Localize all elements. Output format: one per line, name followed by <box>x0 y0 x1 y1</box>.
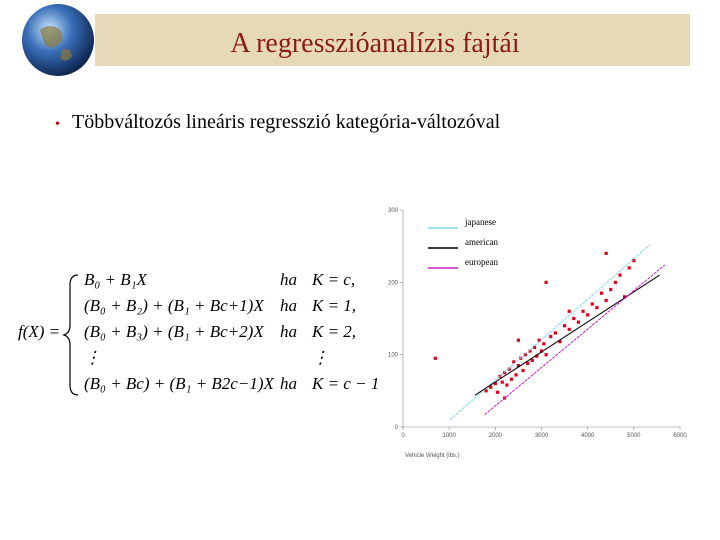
globe-land <box>40 26 72 61</box>
point <box>516 363 521 368</box>
x-tick-label: 2000 <box>489 433 503 439</box>
point <box>496 390 500 394</box>
point <box>532 345 537 350</box>
formula-case: K = c − 1 <box>311 374 379 393</box>
formula-case: K = c, <box>311 270 355 289</box>
regression-line <box>474 274 660 396</box>
formula: f(X) = B₀ + B₁X ha K = c, (B₀ + B₂) + (B₁ +… <box>18 270 379 396</box>
point <box>514 373 518 377</box>
x-tick-label: 1000 <box>442 433 456 439</box>
point <box>521 368 525 373</box>
point <box>509 377 514 381</box>
point <box>523 353 527 357</box>
point <box>489 385 493 389</box>
legend-label: european <box>465 257 498 267</box>
bullet-mark: • <box>55 117 60 132</box>
x-tick-label: 6000 <box>673 433 687 439</box>
bullet-text: Többváltozós lineáris regresszió kategór… <box>72 111 501 133</box>
x-axis-label: Vehicle Weight (lbs.) <box>405 453 460 459</box>
point <box>604 298 608 303</box>
point <box>576 320 581 324</box>
brace <box>62 274 79 396</box>
point <box>512 360 516 364</box>
point <box>516 338 521 342</box>
point <box>537 338 541 342</box>
formula-case: ⋮ <box>312 348 329 367</box>
point <box>627 266 631 270</box>
point <box>562 324 567 328</box>
point <box>599 291 604 295</box>
y-tick-label: 100 <box>388 353 399 359</box>
point <box>484 389 488 393</box>
title: A regresszióanalízis fajtái <box>230 28 519 59</box>
point <box>613 280 617 284</box>
x-tick-label: 0 <box>401 433 405 439</box>
point <box>595 306 599 310</box>
formula-expr: (B₀ + B₂) + (B₁ + Bc+1)X <box>84 296 264 315</box>
regression-line <box>484 264 666 416</box>
x-tick-label: 3000 <box>535 433 549 439</box>
y-tick-label: 300 <box>388 208 399 214</box>
point <box>581 309 585 313</box>
x-tick-label: 5000 <box>627 433 641 439</box>
point <box>590 302 594 306</box>
formula-cond: ha <box>280 374 297 393</box>
point <box>632 259 636 263</box>
point <box>544 353 548 357</box>
point <box>567 309 571 313</box>
y-tick-label: 0 <box>395 425 399 431</box>
point <box>609 287 613 292</box>
point <box>505 383 509 387</box>
point <box>433 356 437 360</box>
legend-label: american <box>465 237 498 247</box>
formula-expr: B₀ + B₁X <box>84 270 148 289</box>
point <box>553 331 557 335</box>
point <box>618 273 622 277</box>
y-tick-label: 200 <box>388 280 399 286</box>
formula-cond: ha <box>280 296 297 315</box>
point <box>558 340 562 344</box>
point <box>539 349 544 353</box>
formula-case: K = 1, <box>311 296 356 315</box>
point <box>544 280 548 284</box>
formula-expr: (B₀ + B₃) + (B₁ + Bc+2)X <box>84 322 264 341</box>
point <box>500 380 504 384</box>
point <box>493 382 497 386</box>
point <box>549 334 553 339</box>
point <box>567 327 571 331</box>
regression-line <box>449 244 651 421</box>
point <box>526 361 530 365</box>
point <box>604 251 608 255</box>
point <box>528 349 532 353</box>
formula-case: K = 2, <box>311 322 356 341</box>
point <box>502 371 507 375</box>
point <box>542 342 546 346</box>
point <box>507 367 511 371</box>
point <box>530 358 534 363</box>
point <box>535 354 539 358</box>
formula-expr: ⋮ <box>84 348 101 367</box>
formula-cond: ha <box>280 322 297 341</box>
formula-expr: (B₀ + Bc) + (B₁ + B2c−1)X <box>84 374 274 393</box>
point <box>623 295 627 299</box>
chart: 0 1000 2000 3000 4000 5000 6000 0 100 200 300 Vehic… <box>388 208 687 459</box>
header-bar <box>95 14 690 66</box>
point <box>572 316 576 321</box>
formula-lhs: f(X) = <box>18 322 60 341</box>
legend-label: japanese <box>464 217 496 227</box>
point <box>586 313 590 317</box>
x-tick-label: 4000 <box>581 433 595 439</box>
formula-cond: ha <box>280 270 297 289</box>
